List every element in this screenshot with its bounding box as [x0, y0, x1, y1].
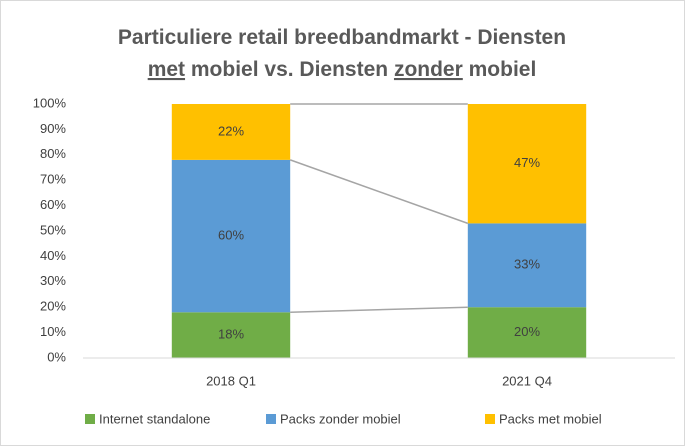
legend-swatch — [266, 414, 276, 424]
bar-segment — [171, 312, 291, 358]
value-label: 20% — [514, 324, 540, 339]
series-connector — [290, 306, 468, 314]
chart-title: Particuliere retail breedbandmarkt - Die… — [118, 26, 566, 49]
legend-swatch — [485, 414, 495, 424]
legend-label: Internet standalone — [99, 411, 210, 426]
value-label: 47% — [514, 155, 540, 170]
y-tick-label: 30% — [40, 273, 66, 288]
x-tick-label: 2021 Q4 — [502, 373, 552, 388]
y-tick-label: 60% — [40, 197, 66, 212]
legend-label: Packs zonder mobiel — [280, 411, 401, 426]
value-label: 18% — [218, 327, 244, 342]
title-segment: met — [148, 58, 185, 81]
title-segment: mobiel vs. Diensten — [185, 58, 394, 81]
bar-segment — [171, 104, 291, 160]
y-tick-label: 50% — [40, 222, 66, 237]
series-connector — [289, 159, 469, 225]
title-segment: mobiel — [463, 58, 537, 81]
x-tick-label: 2018 Q1 — [206, 373, 256, 388]
y-tick-label: 70% — [40, 172, 66, 187]
bar-segment — [467, 223, 587, 308]
bar-segment — [467, 104, 587, 224]
y-tick-label: 20% — [40, 299, 66, 314]
y-tick-label: 40% — [40, 248, 66, 263]
bar-segment — [171, 159, 291, 313]
y-tick-label: 90% — [40, 121, 66, 136]
chart-title: met mobiel vs. Diensten zonder mobiel — [148, 58, 537, 81]
y-tick-label: 0% — [47, 349, 66, 364]
title-segment: Particuliere retail breedbandmarkt - Die… — [118, 26, 566, 49]
value-label: 60% — [218, 228, 244, 243]
y-tick-label: 100% — [33, 95, 67, 110]
legend-label: Packs met mobiel — [499, 411, 602, 426]
y-tick-label: 80% — [40, 146, 66, 161]
y-tick-label: 10% — [40, 324, 66, 339]
legend-swatch — [85, 414, 95, 424]
bar-segment — [467, 307, 587, 358]
title-segment: zonder — [394, 58, 463, 81]
value-label: 22% — [218, 123, 244, 138]
value-label: 33% — [514, 257, 540, 272]
